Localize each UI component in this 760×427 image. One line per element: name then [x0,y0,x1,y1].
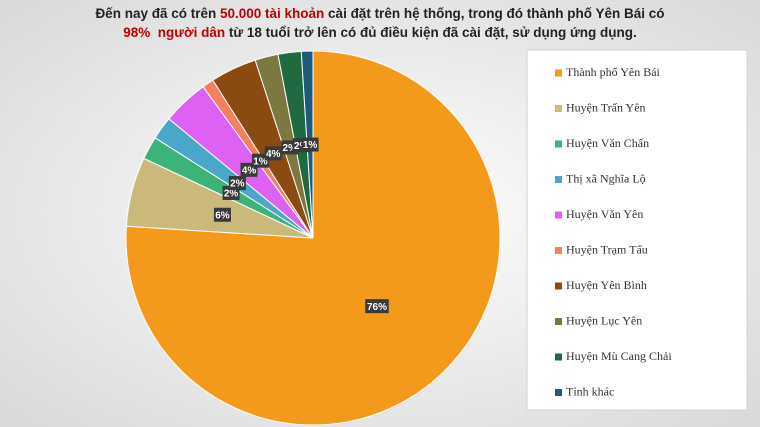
legend-marker [555,140,562,148]
legend-marker [555,389,562,396]
legend-marker [555,353,562,361]
data-label: 2% [283,143,298,154]
title-part: 98% người dân [123,25,225,40]
legend-label: Thành phố Yên Bái [566,65,661,79]
data-label: 2% [224,189,239,200]
data-label: 1% [303,140,318,151]
data-label-bg [264,146,282,161]
data-label-group: 6% [213,207,231,222]
legend-box [526,49,748,411]
title-part: từ 18 tuổi trở lên có đủ điều kiện đã cà… [225,25,637,40]
data-label-bg [213,207,231,222]
data-label: 6% [215,210,230,221]
title-part: cài đặt trên hệ thống, trong đó thành ph… [324,6,664,21]
data-label: 2% [230,179,245,190]
title-part: Đến nay đã có trên [95,6,220,21]
data-label-bg [365,299,389,314]
legend-marker [555,176,562,183]
legend-label: Huyện Trấn Yên [566,100,646,114]
legend-label: Huyện Văn Chấn [566,136,649,150]
legend-marker [555,282,562,290]
data-label-bg [228,176,246,191]
chart-title: 98% người dân từ 18 tuổi trở lên có đủ đ… [123,25,637,40]
data-label: 2% [294,141,309,152]
data-label-group: 4% [264,146,282,161]
data-label: 1% [253,156,268,167]
legend-label: Tỉnh khác [566,384,614,398]
data-label-bg [301,137,319,152]
legend-label: Huyện Văn Yên [566,207,643,221]
legend-marker [555,247,562,254]
legend-label: Huyện Mù Cang Chải [566,349,672,363]
legend-label: Huyện Trạm Tấu [566,242,648,256]
legend-label: Huyện Lục Yên [566,313,642,327]
legend-marker [555,211,562,219]
legend-label: Thị xã Nghĩa Lộ [566,171,646,185]
title-part: 50.000 tài khoản [220,6,324,21]
chart-title: Đến nay đã có trên 50.000 tài khoản cài … [95,6,664,21]
legend-marker [555,69,562,77]
data-label: 4% [242,165,257,176]
legend-marker [555,105,562,112]
data-label-group: 2% [228,176,246,191]
legend-marker [555,318,562,325]
data-label: 4% [266,149,281,160]
legend-label: Huyện Yên Bình [566,278,647,292]
data-label: 76% [367,302,387,313]
data-label-group: 76% [365,299,389,314]
data-label-group: 1% [301,137,319,152]
